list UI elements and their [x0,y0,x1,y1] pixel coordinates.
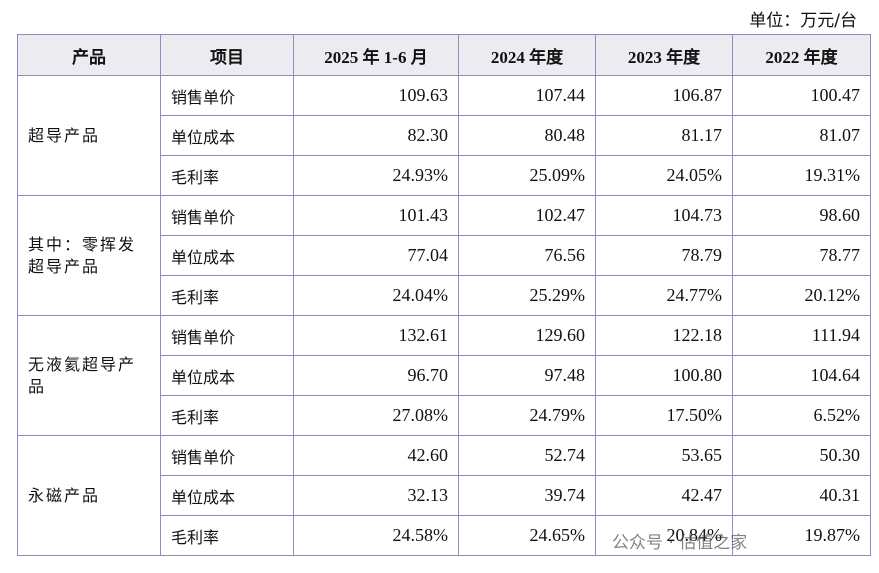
value-cell: 101.43 [293,195,459,236]
value-cell: 104.64 [732,355,871,396]
value-cell: 104.73 [595,195,733,236]
value-cell: 42.60 [293,435,459,476]
table-row: 超导产品 销售单价 109.63 107.44 106.87 100.47 [17,75,871,196]
item-cell: 单位成本 [160,235,294,276]
watermark: 公众号 · 估值之家 [612,533,748,553]
value-cell: 100.80 [595,355,733,396]
value-cell: 52.74 [458,435,596,476]
value-cell: 39.74 [458,475,596,516]
value-cell: 24.05% [595,155,733,196]
header-cell: 2022 年度 [732,34,871,76]
value-cell: 77.04 [293,235,459,276]
header-cell: 产品 [17,34,161,76]
value-cell: 107.44 [458,75,596,116]
item-cell: 毛利率 [160,155,294,196]
value-cell: 42.47 [595,475,733,516]
value-cell: 24.65% [458,515,596,556]
item-cell: 毛利率 [160,275,294,316]
value-cell: 78.79 [595,235,733,276]
value-cell: 78.77 [732,235,871,276]
table-row: 单位成本 77.04 76.56 78.79 78.77 [18,235,871,276]
value-cell: 27.08% [293,395,459,436]
value-cell: 53.65 [595,435,733,476]
value-cell: 40.31 [732,475,871,516]
data-table: 产品 项目 2025 年 1-6 月 2024 年度 2023 年度 2022 年度 超导… [17,34,871,556]
value-cell: 24.77% [595,275,733,316]
item-cell: 单位成本 [160,475,294,516]
value-cell: 24.04% [293,275,459,316]
value-cell: 20.12% [732,275,871,316]
value-cell: 19.87% [732,515,871,556]
item-cell: 销售单价 [160,315,294,356]
value-cell: 81.07 [732,115,871,156]
product-label: 无液氦超导产品 [28,354,137,396]
product-label: 永磁产品 [28,485,101,505]
value-cell: 20.84% [595,515,733,556]
table-row: 单位成本 82.30 80.48 81.17 81.07 [18,115,871,156]
item-cell: 单位成本 [160,355,294,396]
value-cell: 96.70 [293,355,459,396]
header-cell: 2023 年度 [595,34,733,76]
unit-label: 单位：万元/台 [749,11,857,31]
value-cell: 6.52% [732,395,871,436]
value-cell: 25.29% [458,275,596,316]
value-cell: 129.60 [458,315,596,356]
table-row: 永磁产品 销售单价 42.60 52.74 53.65 50.30 [17,435,871,556]
product-label: 超导产品 [28,125,101,145]
value-cell: 82.30 [293,115,459,156]
header-cell: 2025 年 1-6 月 [293,34,459,76]
value-cell: 100.47 [732,75,871,116]
table-row: 无液氦超导产品 销售单价 132.61 129.60 122.18 111.94 [17,315,871,436]
value-cell: 50.30 [732,435,871,476]
value-cell: 132.61 [293,315,459,356]
table-row: 单位成本 96.70 97.48 100.80 104.64 [18,355,871,396]
value-cell: 76.56 [458,235,596,276]
value-cell: 24.79% [458,395,596,436]
item-cell: 销售单价 [160,195,294,236]
item-cell: 单位成本 [160,115,294,156]
product-cell: 永磁产品 [17,435,161,556]
value-cell: 25.09% [458,155,596,196]
value-cell: 109.63 [293,75,459,116]
header-row: 产品 项目 2025 年 1-6 月 2024 年度 2023 年度 2022 年度 [17,34,871,76]
value-cell: 80.48 [458,115,596,156]
item-cell: 毛利率 [160,515,294,556]
table-row: 毛利率 27.08% 24.79% 17.50% 6.52% [18,395,871,436]
product-label: 其中：零挥发超导产品 [28,234,137,276]
item-cell: 销售单价 [160,75,294,116]
table-row: 其中：零挥发超导产品 销售单价 101.43 102.47 104.73 98.60 [17,195,871,316]
value-cell: 17.50% [595,395,733,436]
header-cell: 2024 年度 [458,34,596,76]
value-cell: 122.18 [595,315,733,356]
value-cell: 102.47 [458,195,596,236]
value-cell: 111.94 [732,315,871,356]
item-cell: 销售单价 [160,435,294,476]
value-cell: 81.17 [595,115,733,156]
value-cell: 106.87 [595,75,733,116]
value-cell: 32.13 [293,475,459,516]
product-cell: 无液氦超导产品 [17,315,161,436]
table-row: 毛利率 24.04% 25.29% 24.77% 20.12% [18,275,871,316]
table-row: 毛利率 24.93% 25.09% 24.05% 19.31% [18,155,871,196]
product-cell: 超导产品 [17,75,161,196]
item-cell: 毛利率 [160,395,294,436]
value-cell: 97.48 [458,355,596,396]
value-cell: 24.93% [293,155,459,196]
value-cell: 24.58% [293,515,459,556]
product-cell: 其中：零挥发超导产品 [17,195,161,316]
value-cell: 19.31% [732,155,871,196]
header-cell: 项目 [160,34,294,76]
table-row: 毛利率 24.58% 24.65% 20.84% 19.87% [18,515,871,556]
value-cell: 98.60 [732,195,871,236]
